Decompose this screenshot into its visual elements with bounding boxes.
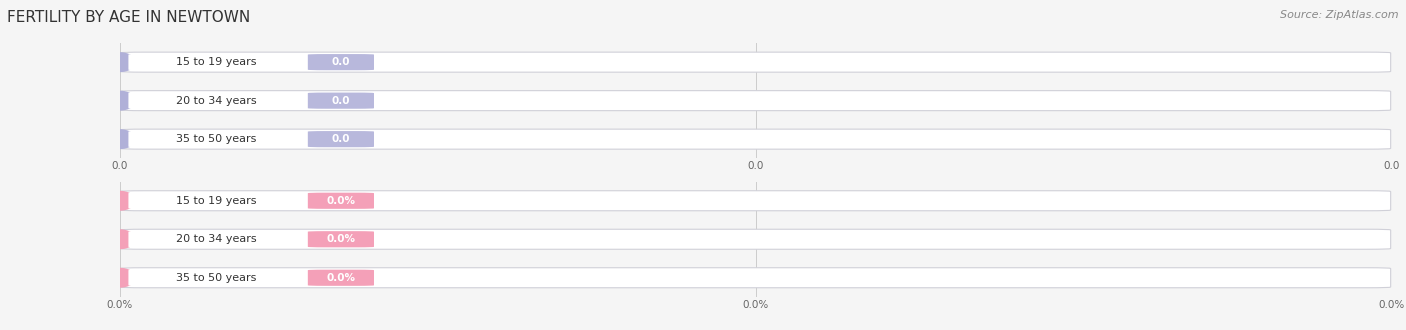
FancyBboxPatch shape <box>121 52 1391 72</box>
Ellipse shape <box>103 191 136 211</box>
FancyBboxPatch shape <box>121 129 1391 149</box>
FancyBboxPatch shape <box>128 270 304 286</box>
FancyBboxPatch shape <box>128 131 304 147</box>
Text: 15 to 19 years: 15 to 19 years <box>176 196 256 206</box>
FancyBboxPatch shape <box>121 229 1391 249</box>
FancyBboxPatch shape <box>128 54 304 70</box>
Text: 20 to 34 years: 20 to 34 years <box>176 234 256 244</box>
Text: Source: ZipAtlas.com: Source: ZipAtlas.com <box>1281 10 1399 20</box>
Ellipse shape <box>103 229 136 249</box>
FancyBboxPatch shape <box>128 193 304 209</box>
Ellipse shape <box>103 129 136 149</box>
Text: 0.0%: 0.0% <box>326 196 356 206</box>
FancyBboxPatch shape <box>121 268 1391 288</box>
Text: FERTILITY BY AGE IN NEWTOWN: FERTILITY BY AGE IN NEWTOWN <box>7 10 250 25</box>
FancyBboxPatch shape <box>121 91 1391 111</box>
FancyBboxPatch shape <box>308 54 374 70</box>
FancyBboxPatch shape <box>308 231 374 248</box>
Ellipse shape <box>103 91 136 111</box>
Ellipse shape <box>103 268 136 288</box>
Text: 0.0: 0.0 <box>332 134 350 144</box>
FancyBboxPatch shape <box>308 92 374 109</box>
FancyBboxPatch shape <box>128 92 304 109</box>
Text: 35 to 50 years: 35 to 50 years <box>176 273 256 283</box>
Text: 35 to 50 years: 35 to 50 years <box>176 134 256 144</box>
FancyBboxPatch shape <box>128 231 304 248</box>
Text: 0.0%: 0.0% <box>326 273 356 283</box>
Text: 0.0%: 0.0% <box>326 234 356 244</box>
Ellipse shape <box>103 52 136 72</box>
Text: 20 to 34 years: 20 to 34 years <box>176 96 256 106</box>
FancyBboxPatch shape <box>308 131 374 147</box>
Text: 0.0: 0.0 <box>332 57 350 67</box>
Text: 15 to 19 years: 15 to 19 years <box>176 57 256 67</box>
FancyBboxPatch shape <box>308 193 374 209</box>
FancyBboxPatch shape <box>308 270 374 286</box>
Text: 0.0: 0.0 <box>332 96 350 106</box>
FancyBboxPatch shape <box>121 191 1391 211</box>
